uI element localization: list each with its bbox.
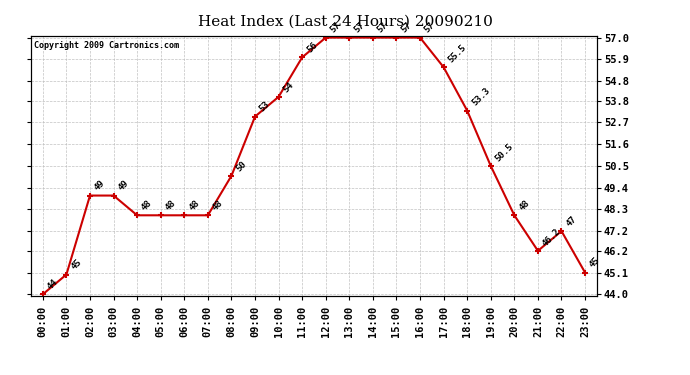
- Text: 48: 48: [187, 198, 201, 213]
- Text: 50.5: 50.5: [493, 142, 515, 163]
- Text: 57: 57: [375, 21, 390, 35]
- Text: 49: 49: [92, 179, 107, 193]
- Text: 57: 57: [328, 21, 342, 35]
- Text: 45: 45: [69, 258, 83, 272]
- Text: 49: 49: [117, 179, 130, 193]
- Text: 54: 54: [282, 80, 295, 94]
- Text: 44: 44: [46, 278, 59, 291]
- Text: 48: 48: [517, 198, 531, 213]
- Text: 53.3: 53.3: [470, 86, 491, 108]
- Text: 50: 50: [234, 159, 248, 173]
- Text: Heat Index (Last 24 Hours) 20090210: Heat Index (Last 24 Hours) 20090210: [197, 15, 493, 29]
- Text: 47: 47: [564, 214, 578, 228]
- Text: 48: 48: [140, 198, 154, 213]
- Text: 53: 53: [258, 100, 272, 114]
- Text: 46.2: 46.2: [541, 226, 562, 248]
- Text: 57: 57: [400, 21, 413, 35]
- Text: 48: 48: [210, 198, 225, 213]
- Text: 55.5: 55.5: [446, 43, 468, 64]
- Text: 56: 56: [305, 40, 319, 55]
- Text: 48: 48: [164, 198, 177, 213]
- Text: Copyright 2009 Cartronics.com: Copyright 2009 Cartronics.com: [34, 41, 179, 50]
- Text: 57: 57: [423, 21, 437, 35]
- Text: 57: 57: [352, 21, 366, 35]
- Text: 45: 45: [588, 256, 602, 270]
